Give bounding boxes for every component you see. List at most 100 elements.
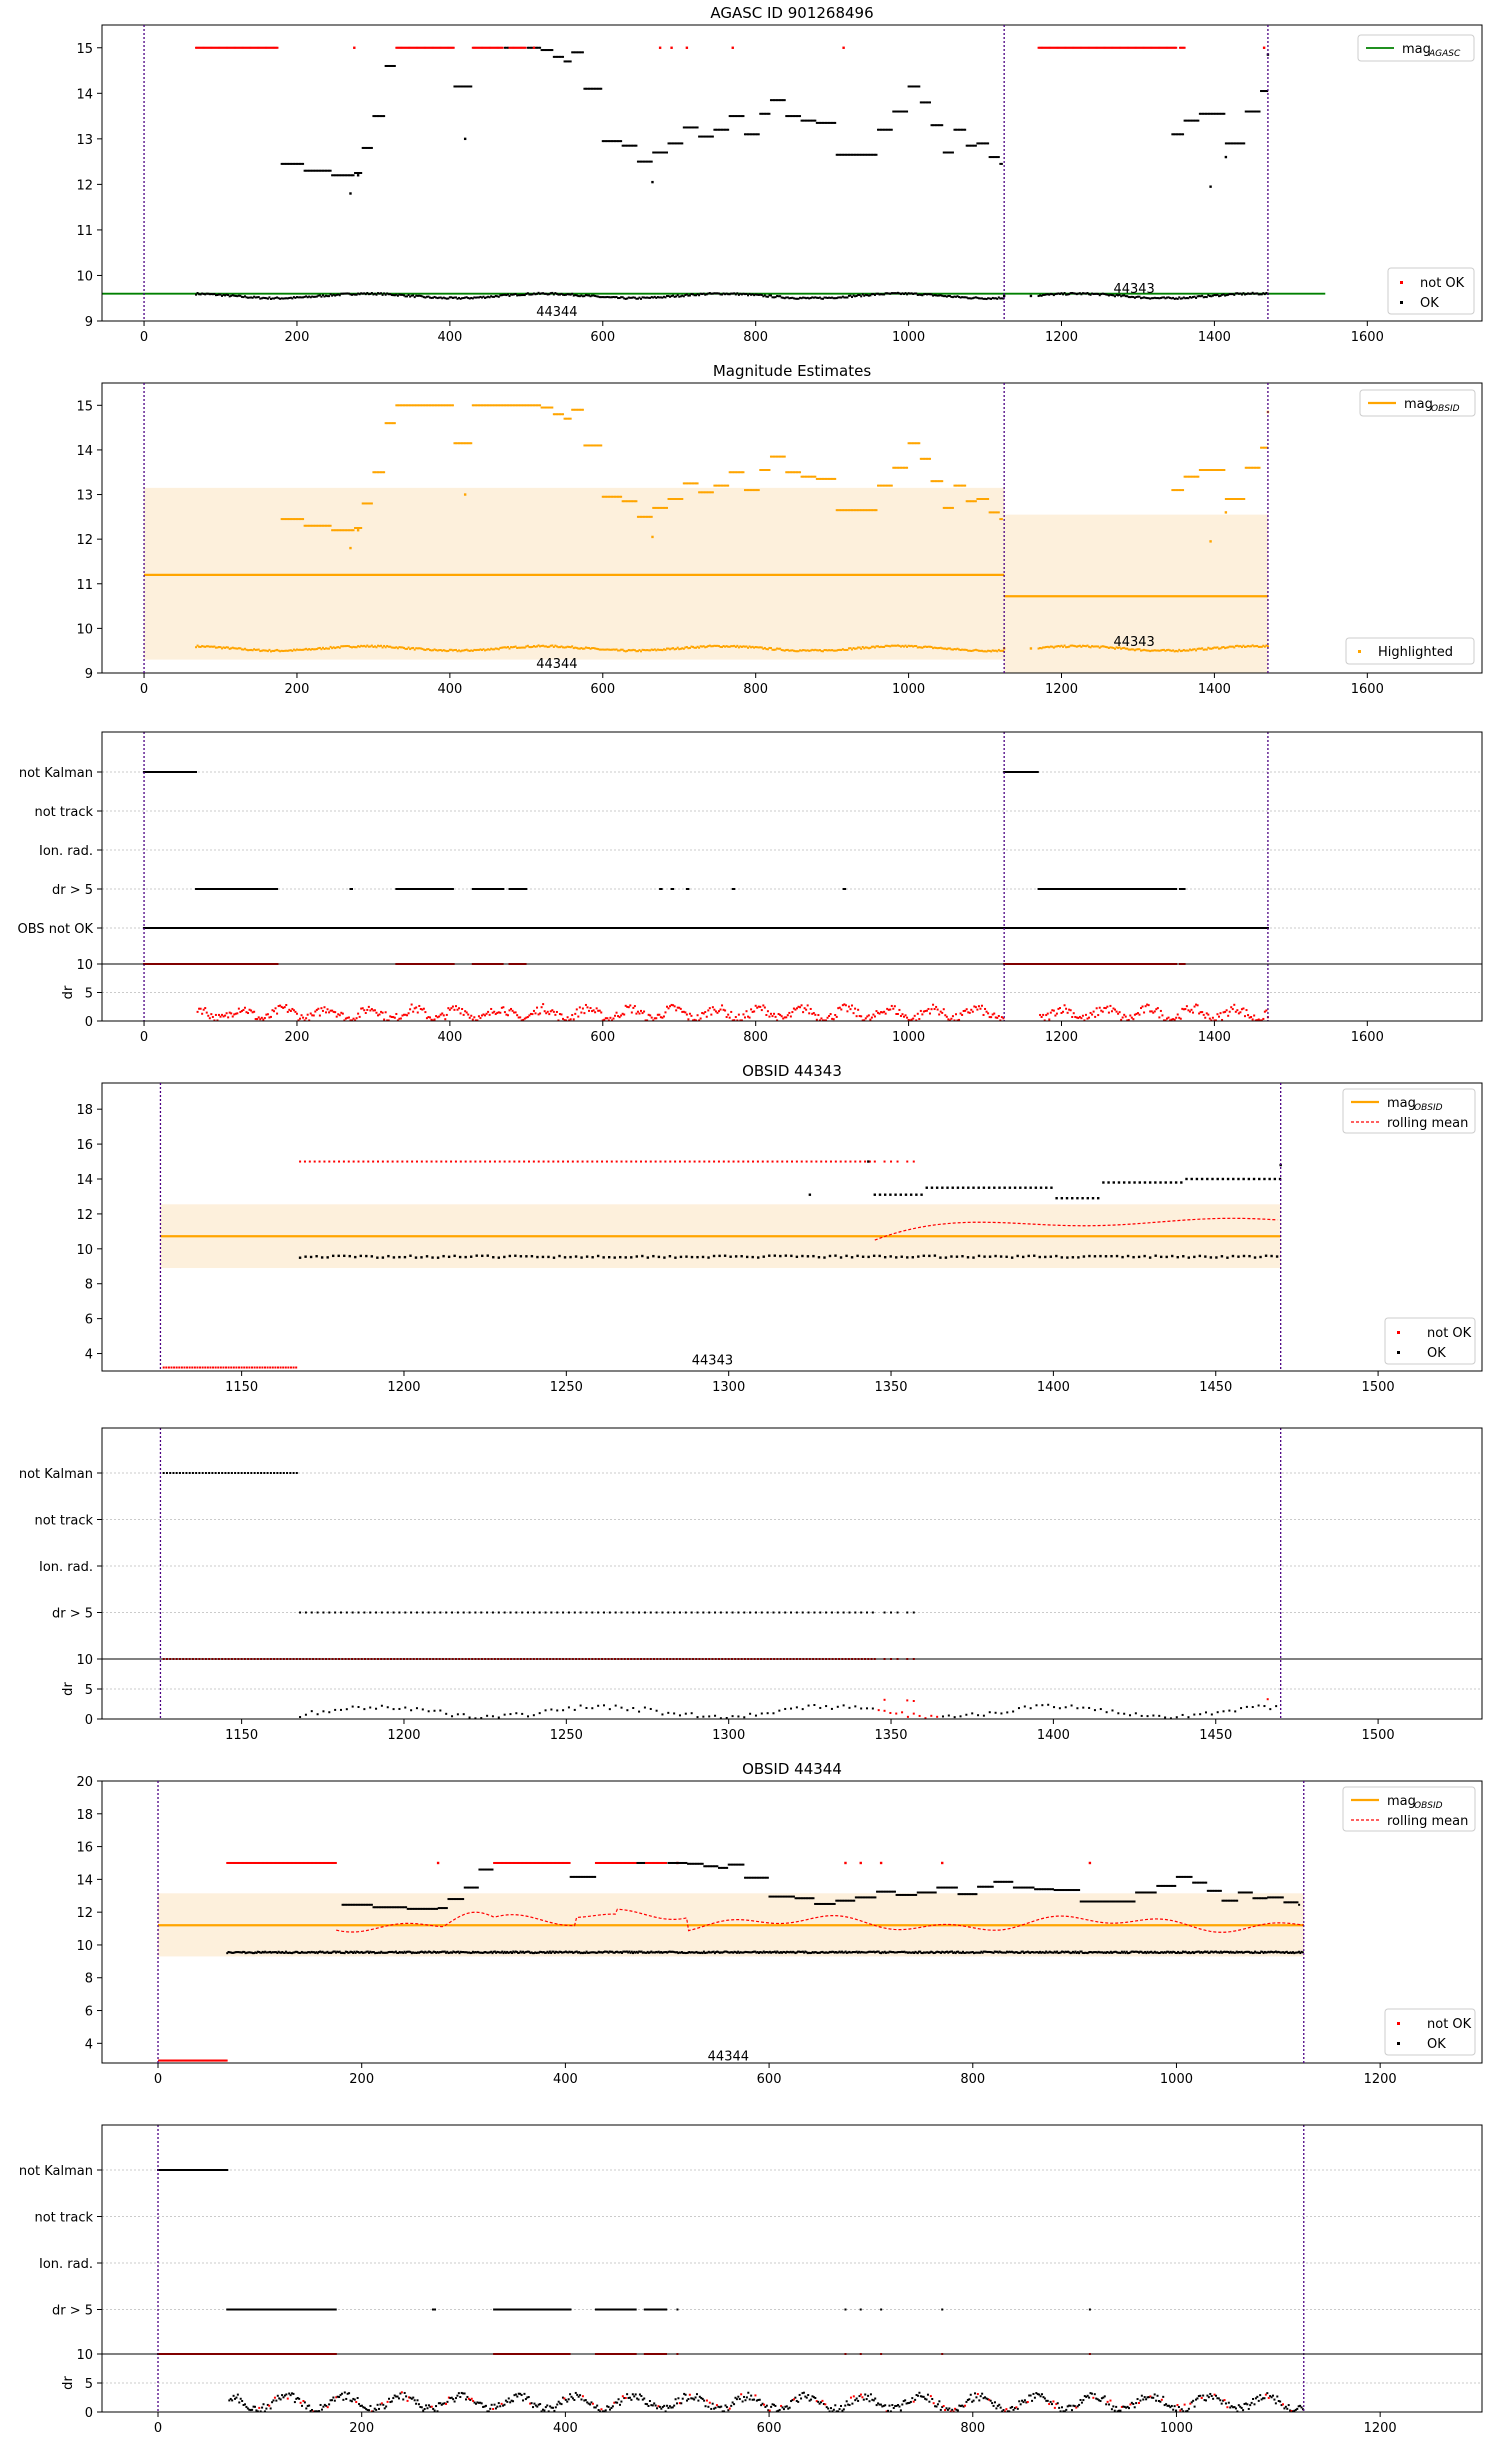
dr-point: [554, 1014, 556, 1016]
dr-point: [429, 1016, 431, 1018]
dr-point: [226, 1012, 228, 1014]
ok-point: [302, 163, 304, 165]
dr-point: [242, 1009, 244, 1011]
highlighted-point: [464, 493, 466, 495]
dr-point: [1189, 1011, 1191, 1013]
legend-label: Highlighted: [1378, 645, 1453, 660]
highlighted-point: [1182, 489, 1184, 491]
x-tick-label: 1200: [1045, 330, 1078, 345]
not-ok-point: [246, 1367, 248, 1369]
flag-point: [452, 888, 454, 890]
dr-point: [697, 1014, 699, 1016]
dr-point: [1161, 1014, 1163, 1016]
highlighted-point: [770, 647, 772, 649]
dr-point: [472, 1019, 474, 1021]
dr-point: [943, 1008, 945, 1010]
not-ok-point: [176, 1367, 178, 1369]
x-tick-label: 800: [743, 682, 768, 697]
ok-point: [727, 129, 729, 131]
dr-point: [1082, 1015, 1084, 1017]
dr-point: [305, 1017, 307, 1019]
dr-point: [934, 1008, 936, 1010]
dr-point: [1250, 1016, 1252, 1018]
dr-point: [830, 1013, 832, 1015]
dr-point: [1175, 1017, 1177, 1019]
dr-point: [461, 1008, 463, 1010]
dr-point: [1056, 1013, 1058, 1015]
dr-point: [224, 1015, 226, 1017]
dr-point: [210, 1013, 212, 1015]
dr-point: [466, 1011, 468, 1013]
dr-point: [820, 1017, 822, 1019]
not-ok-point: [220, 1367, 222, 1369]
ok-point: [666, 152, 668, 154]
dr-point: [541, 1006, 543, 1008]
not-ok-point: [1175, 47, 1177, 49]
ok-point: [758, 133, 760, 135]
dr-point: [1108, 1012, 1110, 1014]
dr-point: [998, 1015, 1000, 1017]
not-ok-point: [222, 1367, 224, 1369]
dr-point: [467, 1014, 469, 1016]
y-tick-label: 9: [85, 315, 93, 330]
legend-label: mag: [1402, 42, 1431, 57]
dr-point: [415, 1006, 417, 1008]
dr-point: [898, 1009, 900, 1011]
not-ok-point: [358, 1161, 360, 1163]
dr-point: [1180, 1018, 1182, 1020]
dr-point: [687, 1018, 689, 1020]
not-ok-point: [299, 1161, 301, 1163]
ok-point: [987, 142, 989, 144]
not-ok-point: [248, 1367, 250, 1369]
flag-point: [733, 888, 735, 890]
not-ok-point: [233, 1367, 235, 1369]
dr-point: [946, 1016, 948, 1018]
dr-point: [875, 1010, 877, 1012]
dr-point: [515, 1011, 517, 1013]
dr-point: [1207, 1014, 1209, 1016]
not-ok-point: [235, 1367, 237, 1369]
dr-point: [536, 1007, 538, 1009]
not-ok-point: [228, 1367, 230, 1369]
dr-point: [383, 1019, 385, 1021]
x-tick-label: 0: [140, 330, 148, 345]
dr-point: [365, 1012, 367, 1014]
dr-point: [453, 1009, 455, 1011]
dr-point: [1218, 1016, 1220, 1018]
ok-point: [1030, 295, 1032, 297]
dr-point: [1143, 1011, 1145, 1013]
ok-point: [814, 120, 816, 122]
dr-point: [790, 1015, 792, 1017]
not-ok-point: [165, 1367, 167, 1369]
dr-point: [972, 1011, 974, 1013]
not-ok-point: [196, 1367, 198, 1369]
dr-point: [446, 1014, 448, 1016]
dr-point: [322, 1010, 324, 1012]
category-label: dr > 5: [52, 883, 93, 898]
dr-point: [727, 1014, 729, 1016]
axes-frame: [102, 25, 1482, 321]
not-ok-point: [199, 1367, 201, 1369]
x-tick-label: 1600: [1351, 1030, 1384, 1045]
highlighted-point: [712, 491, 714, 493]
highlighted-point: [330, 525, 332, 527]
dr-point: [704, 1011, 706, 1013]
y-tick-label: 14: [76, 444, 93, 459]
dr-point: [363, 1009, 365, 1011]
dr-point: [1184, 1008, 1186, 1010]
axes-frame: [102, 732, 1482, 1021]
dr-point: [938, 1013, 940, 1015]
x-tick-label: 800: [743, 1030, 768, 1045]
dr-point: [746, 1010, 748, 1012]
dr-point: [490, 1008, 492, 1010]
not-ok-point: [183, 1367, 185, 1369]
legend-points: Highlighted: [1346, 638, 1474, 664]
highlighted-point: [834, 478, 836, 480]
dr-point: [1122, 1016, 1124, 1018]
dr-point: [458, 1007, 460, 1009]
highlighted-point: [814, 476, 816, 478]
dr-point: [368, 1006, 370, 1008]
